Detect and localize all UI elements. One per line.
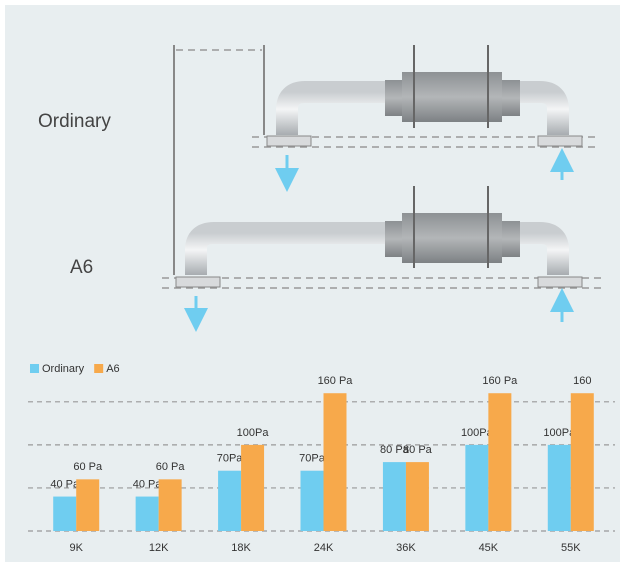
bar bbox=[488, 393, 512, 531]
legend-label: A6 bbox=[106, 363, 119, 375]
x-tick-label: 12K bbox=[149, 542, 169, 554]
pipe-diagram: Ordinary A6 bbox=[38, 45, 602, 332]
legend-label: Ordinary bbox=[42, 363, 85, 375]
x-tick-label: 24K bbox=[314, 542, 334, 554]
value-label: 60 Pa bbox=[156, 461, 186, 473]
diagram-label: A6 bbox=[70, 257, 93, 278]
bar bbox=[382, 462, 406, 531]
value-label: 100Pa bbox=[237, 427, 270, 439]
bar bbox=[76, 479, 100, 531]
bar bbox=[241, 444, 265, 531]
value-label: 160 Pa bbox=[318, 375, 354, 387]
x-tick-label: 45K bbox=[479, 542, 499, 554]
x-tick-label: 55K bbox=[561, 542, 581, 554]
bar bbox=[547, 444, 571, 531]
bar bbox=[465, 444, 489, 531]
x-tick-label: 18K bbox=[231, 542, 251, 554]
value-label: 70Pa bbox=[299, 453, 326, 465]
bar bbox=[53, 496, 77, 531]
value-label: 160 Pa bbox=[482, 375, 518, 387]
value-label: 40 Pa bbox=[133, 478, 163, 490]
value-label: 40 Pa bbox=[50, 478, 80, 490]
x-tick-label: 36K bbox=[396, 542, 416, 554]
bar bbox=[405, 462, 429, 531]
bar bbox=[323, 393, 347, 531]
value-label: 70Pa bbox=[217, 453, 244, 465]
x-tick-label: 9K bbox=[69, 542, 83, 554]
bar bbox=[218, 470, 242, 531]
diagram-label: Ordinary bbox=[38, 111, 111, 132]
value-label: 80 Pa bbox=[380, 444, 410, 456]
value-label: 160 bbox=[573, 375, 591, 387]
bar bbox=[135, 496, 159, 531]
bar bbox=[300, 470, 324, 531]
value-label: 60 Pa bbox=[73, 461, 103, 473]
value-label: 80 Pa bbox=[403, 444, 433, 456]
bar bbox=[570, 393, 594, 531]
legend-swatch bbox=[30, 364, 39, 373]
bar bbox=[158, 479, 182, 531]
value-label: 100Pa bbox=[461, 427, 494, 439]
legend-swatch bbox=[94, 364, 104, 373]
value-label: 100Pa bbox=[543, 427, 576, 439]
